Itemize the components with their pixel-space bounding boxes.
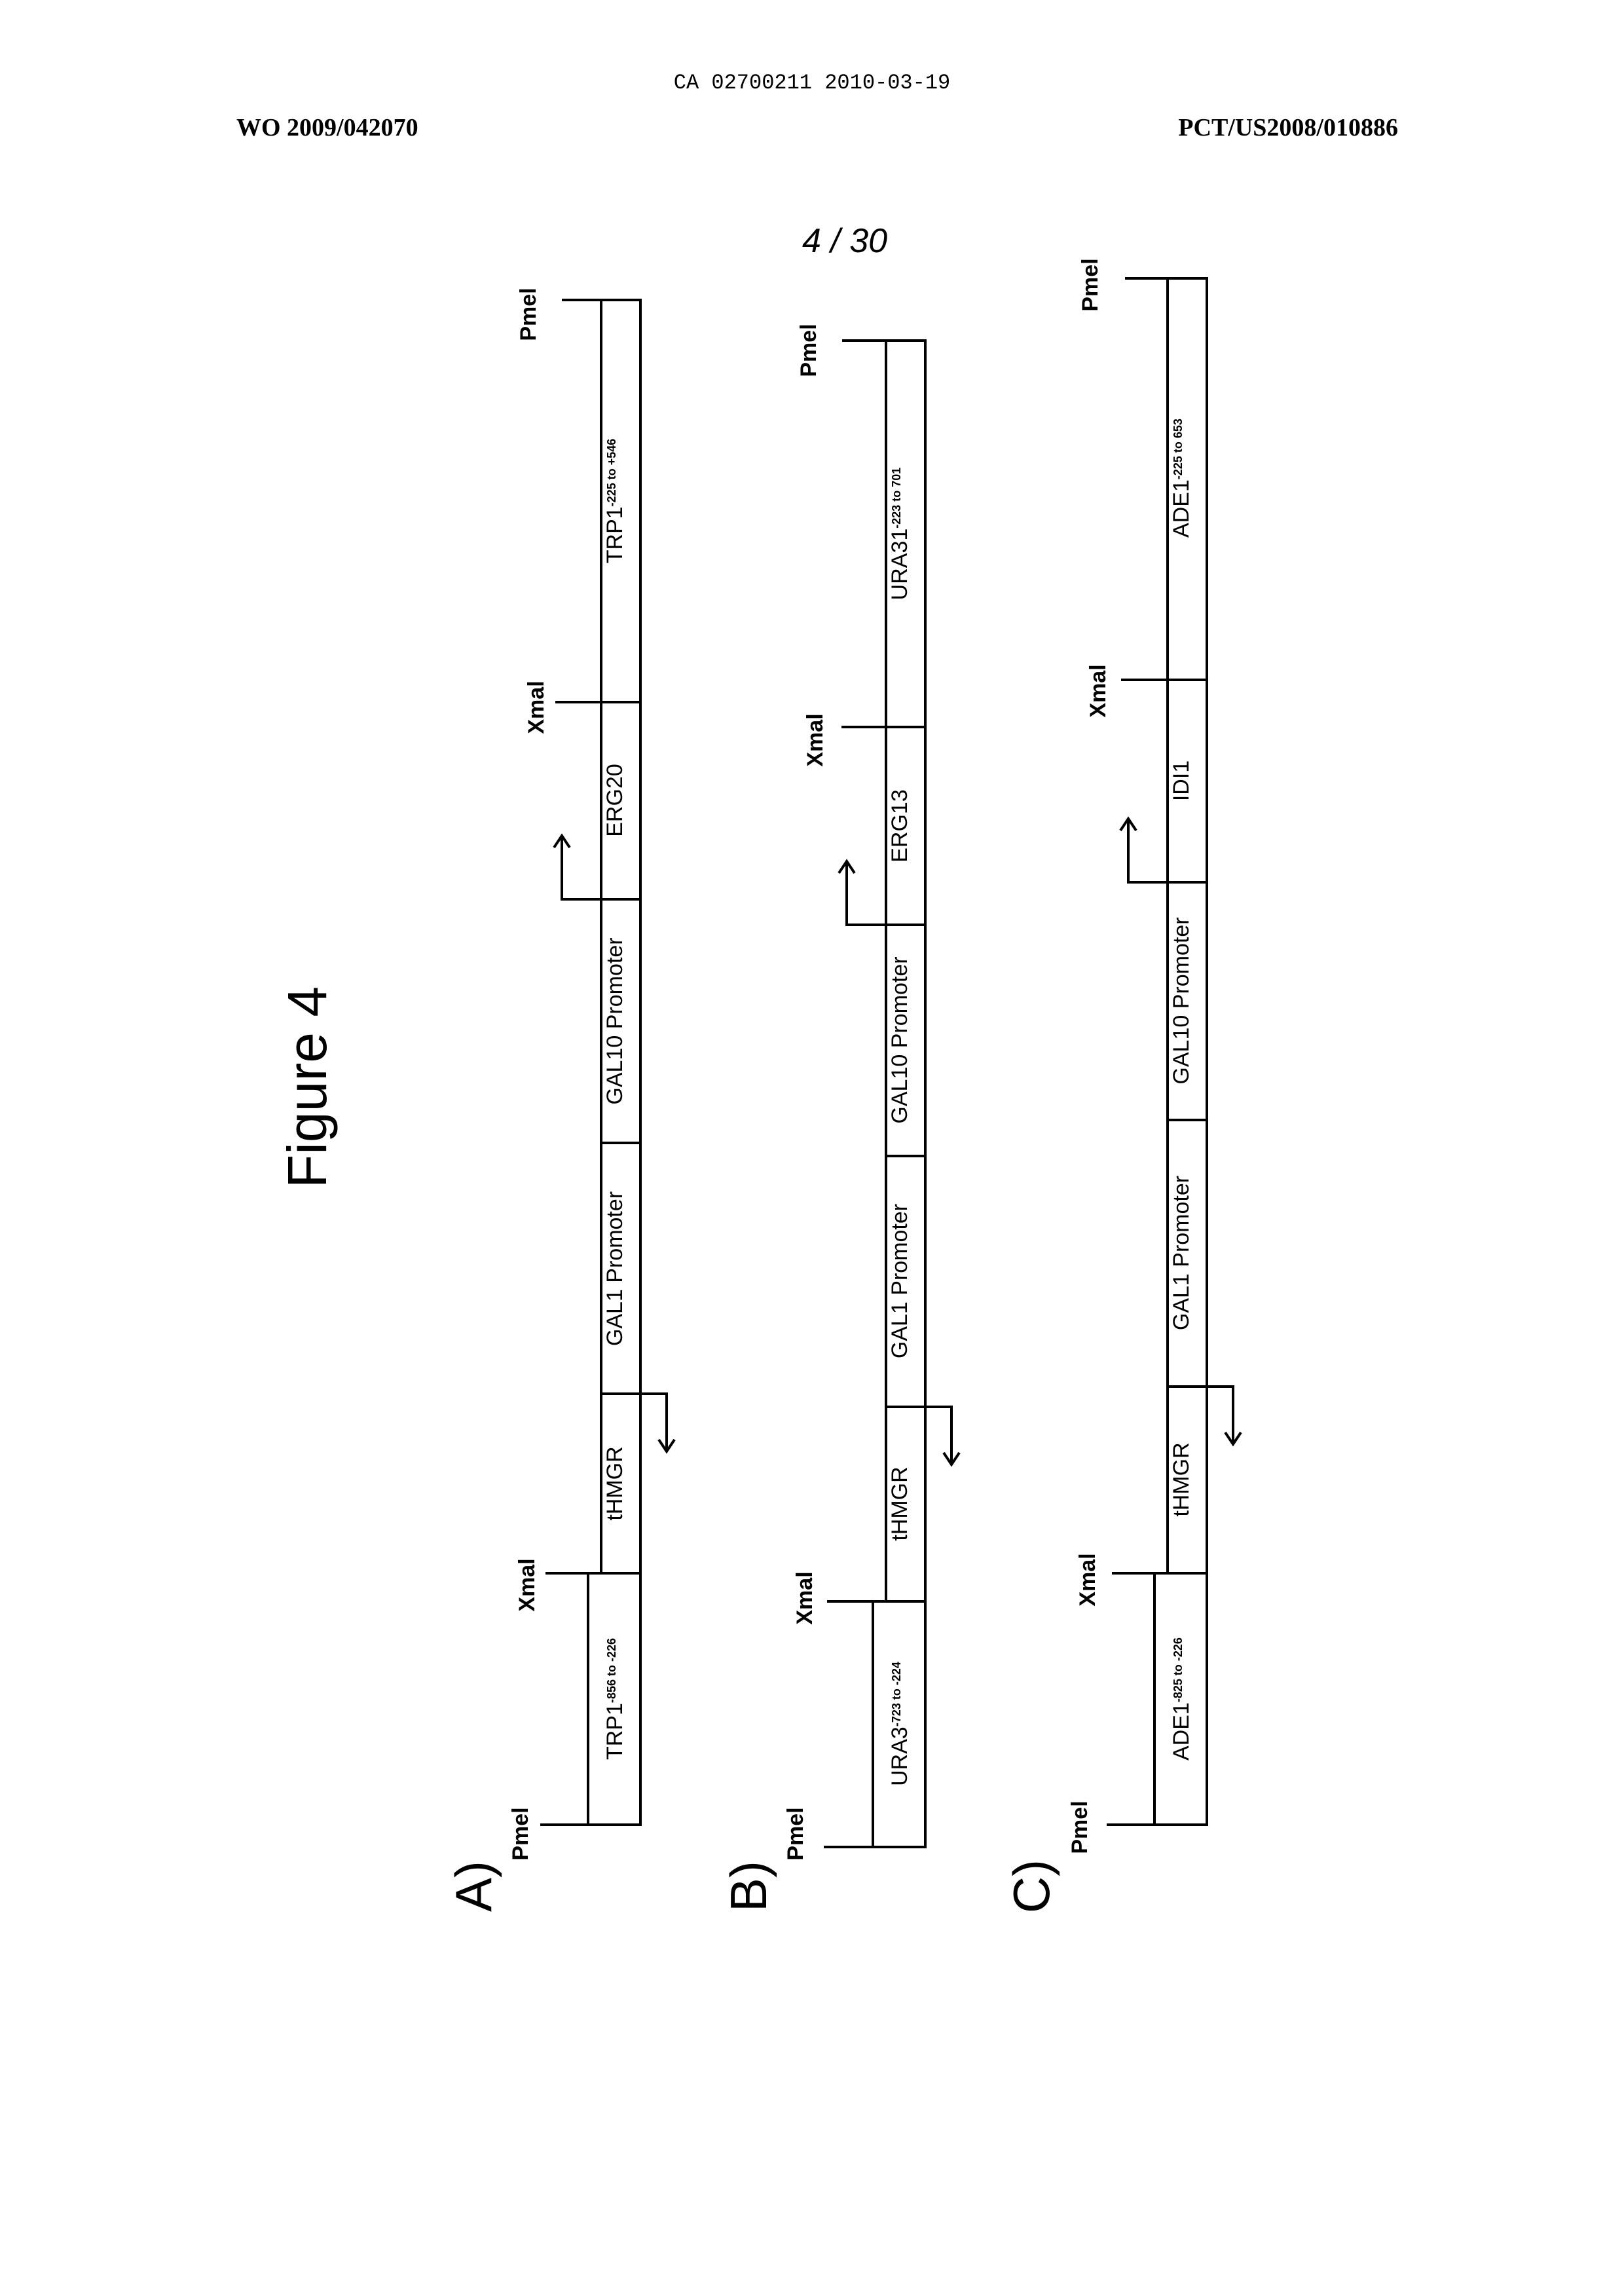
- segment-label-gal10-promoter: GAL10 Promoter: [1169, 917, 1194, 1084]
- segment-label-ade1-left: ADE1-825 to -226: [1169, 1637, 1194, 1761]
- construct-b: B) Pmel Xmal Xmal Pmel URA3-723 to -224 …: [720, 324, 959, 1912]
- xmal-site-left: Xmal: [1075, 1553, 1100, 1606]
- segment-label-ura31-right: URA31-223 to 701: [887, 468, 912, 601]
- construct-a: A) Pmel Xmal Xmal Pmel TRP1-856 to -226 …: [445, 288, 674, 1912]
- construct-label: B): [720, 1861, 777, 1912]
- restriction-site-ticks: [1107, 278, 1168, 1825]
- pmel-site-right: Pmel: [516, 288, 541, 341]
- segment-label-thmgr: tHMGR: [1169, 1442, 1194, 1516]
- segment-label-gal1-promoter: GAL1 Promoter: [887, 1204, 912, 1358]
- svg-text:TRP1-225 to +546: TRP1-225 to +546: [602, 439, 627, 563]
- svg-text:ADE1-225 to 653: ADE1-225 to 653: [1169, 419, 1194, 538]
- transcription-arrow-down: [925, 1407, 959, 1465]
- pmel-site-right: Pmel: [1078, 258, 1103, 311]
- xmal-site-right: Xmal: [1086, 664, 1111, 717]
- transcription-arrow-up: [1120, 819, 1168, 882]
- construct-label: A): [445, 1861, 502, 1912]
- transcription-arrow-up: [839, 861, 886, 925]
- segment-label-trp1-left: TRP1-856 to -226: [602, 1638, 627, 1760]
- segment-label-gal1-promoter: GAL1 Promoter: [1169, 1176, 1194, 1330]
- pmel-site-left: Pmel: [1067, 1801, 1092, 1854]
- xmal-site-left: Xmal: [792, 1571, 817, 1624]
- segment-dividers: [1168, 680, 1207, 1573]
- segment-label-idi1: IDI1: [1169, 760, 1194, 801]
- xmal-site-right: Xmal: [524, 681, 549, 734]
- svg-text:URA31-223 to 701: URA31-223 to 701: [887, 468, 912, 601]
- svg-text:TRP1-856 to -226: TRP1-856 to -226: [602, 1638, 627, 1760]
- xmal-site-left: Xmal: [515, 1558, 540, 1611]
- segment-label-erg13: ERG13: [887, 789, 912, 863]
- segment-label-thmgr: tHMGR: [887, 1466, 912, 1540]
- pmel-site-left: Pmel: [508, 1807, 533, 1860]
- segment-label-gal10-promoter: GAL10 Promoter: [887, 956, 912, 1123]
- pmel-site-left: Pmel: [783, 1807, 808, 1860]
- transcription-arrow-down: [1207, 1387, 1241, 1444]
- construct-label: C): [1003, 1859, 1060, 1913]
- segment-label-gal10-promoter: GAL10 Promoter: [602, 937, 627, 1104]
- xmal-site-right: Xmal: [803, 713, 828, 766]
- segment-label-ade1-right: ADE1-225 to 653: [1169, 419, 1194, 538]
- transcription-arrow-up: [554, 836, 601, 899]
- segment-label-thmgr: tHMGR: [602, 1446, 627, 1520]
- segment-label-erg20: ERG20: [602, 764, 627, 837]
- restriction-site-ticks: [824, 341, 886, 1847]
- segment-label-trp1-right: TRP1-225 to +546: [602, 439, 627, 563]
- segment-label-ura3-left: URA3-723 to -224: [887, 1662, 912, 1786]
- construct-c: C) Pmel Xmal Xmal Pmel ADE1-825 to -226 …: [1003, 258, 1241, 1913]
- transcription-arrow-down: [640, 1394, 674, 1451]
- svg-text:ADE1-825 to -226: ADE1-825 to -226: [1169, 1637, 1194, 1761]
- segment-label-gal1-promoter: GAL1 Promoter: [602, 1191, 627, 1346]
- figure-title: Figure 4: [276, 986, 338, 1188]
- svg-text:URA3-723 to -224: URA3-723 to -224: [887, 1662, 912, 1786]
- pmel-site-right: Pmel: [796, 324, 821, 377]
- restriction-site-ticks: [540, 300, 601, 1825]
